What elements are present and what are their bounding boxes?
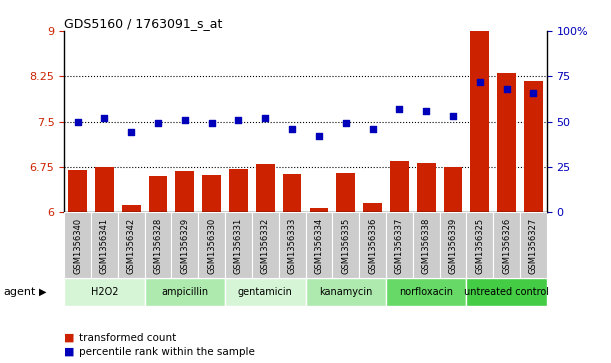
Bar [470, 31, 489, 212]
Text: transformed count: transformed count [79, 333, 177, 343]
Bar [413, 212, 439, 278]
Bar [91, 212, 118, 278]
Bar [198, 212, 225, 278]
Text: GSM1356333: GSM1356333 [288, 217, 296, 274]
Bar [95, 167, 114, 212]
Text: GSM1356331: GSM1356331 [234, 217, 243, 274]
Bar [172, 212, 198, 278]
Text: GDS5160 / 1763091_s_at: GDS5160 / 1763091_s_at [64, 17, 222, 30]
Text: GSM1356341: GSM1356341 [100, 217, 109, 274]
Point [287, 126, 297, 132]
Point [73, 119, 82, 125]
Text: GSM1356332: GSM1356332 [261, 217, 270, 274]
Bar [439, 212, 466, 278]
Bar [283, 174, 301, 212]
Text: ■: ■ [64, 333, 75, 343]
Bar [336, 173, 355, 212]
Text: H2O2: H2O2 [90, 287, 118, 297]
Bar [417, 163, 436, 212]
Bar [310, 208, 328, 212]
Bar [148, 176, 167, 212]
Bar [444, 167, 463, 212]
Bar [122, 205, 141, 212]
Point [448, 113, 458, 119]
Bar [68, 170, 87, 212]
Bar [175, 171, 194, 212]
Bar [497, 73, 516, 212]
Point [529, 90, 538, 95]
Point [100, 115, 109, 121]
Bar [466, 278, 547, 306]
Bar [64, 278, 145, 306]
Bar [145, 278, 225, 306]
Bar [386, 212, 413, 278]
Bar [493, 212, 520, 278]
Point [475, 79, 485, 85]
Bar [225, 212, 252, 278]
Text: GSM1356335: GSM1356335 [341, 217, 350, 274]
Bar [386, 278, 466, 306]
Point [314, 133, 324, 139]
Text: GSM1356338: GSM1356338 [422, 217, 431, 274]
Bar [229, 169, 248, 212]
Point [260, 115, 270, 121]
Text: ▶: ▶ [38, 287, 46, 297]
Text: GSM1356334: GSM1356334 [315, 217, 323, 274]
Text: GSM1356329: GSM1356329 [180, 217, 189, 274]
Text: norfloxacin: norfloxacin [399, 287, 453, 297]
Point [180, 117, 190, 123]
Text: untreated control: untreated control [464, 287, 549, 297]
Bar [306, 212, 332, 278]
Bar [252, 212, 279, 278]
Point [395, 106, 404, 112]
Point [126, 130, 136, 135]
Point [502, 86, 511, 92]
Bar [520, 212, 547, 278]
Bar [363, 203, 382, 212]
Text: ampicillin: ampicillin [161, 287, 208, 297]
Bar [256, 164, 275, 212]
Bar [332, 212, 359, 278]
Point [368, 126, 378, 132]
Bar [202, 175, 221, 212]
Point [341, 121, 351, 126]
Text: GSM1356325: GSM1356325 [475, 217, 485, 274]
Text: percentile rank within the sample: percentile rank within the sample [79, 347, 255, 357]
Point [422, 108, 431, 114]
Bar [306, 278, 386, 306]
Bar [145, 212, 172, 278]
Bar [118, 212, 145, 278]
Point [153, 121, 163, 126]
Text: ■: ■ [64, 347, 75, 357]
Text: kanamycin: kanamycin [319, 287, 373, 297]
Text: GSM1356330: GSM1356330 [207, 217, 216, 274]
Text: GSM1356337: GSM1356337 [395, 217, 404, 274]
Bar [64, 212, 91, 278]
Bar [390, 161, 409, 212]
Text: GSM1356340: GSM1356340 [73, 217, 82, 274]
Text: GSM1356339: GSM1356339 [448, 217, 458, 274]
Text: GSM1356326: GSM1356326 [502, 217, 511, 274]
Text: GSM1356342: GSM1356342 [126, 217, 136, 274]
Text: GSM1356327: GSM1356327 [529, 217, 538, 274]
Text: gentamicin: gentamicin [238, 287, 293, 297]
Bar [359, 212, 386, 278]
Text: GSM1356336: GSM1356336 [368, 217, 377, 274]
Bar [524, 81, 543, 212]
Point [233, 117, 243, 123]
Text: GSM1356328: GSM1356328 [153, 217, 163, 274]
Bar [225, 278, 306, 306]
Bar [466, 212, 493, 278]
Bar [279, 212, 306, 278]
Point [207, 121, 216, 126]
Text: agent: agent [3, 287, 35, 297]
